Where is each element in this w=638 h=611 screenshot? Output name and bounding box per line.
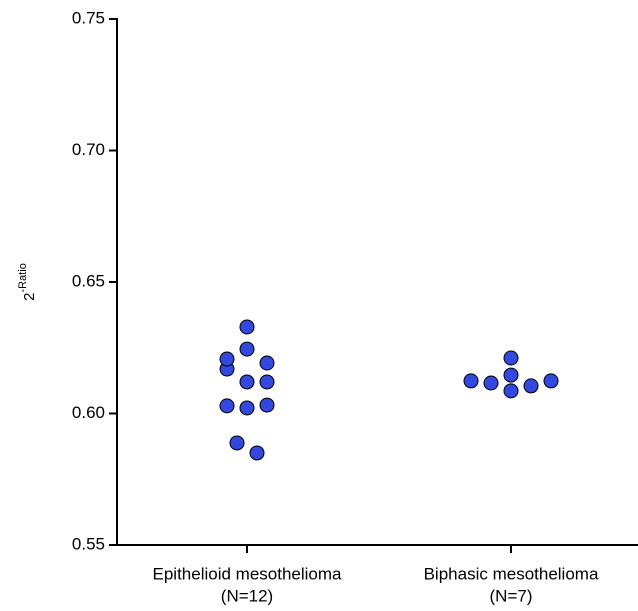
data-point	[463, 373, 479, 389]
data-point	[239, 341, 255, 357]
data-point	[503, 383, 519, 399]
y-tick-label: 0.60	[72, 403, 105, 422]
data-point	[259, 397, 275, 413]
data-point	[229, 435, 245, 451]
data-point	[503, 350, 519, 366]
x-tick-label: Biphasic mesothelioma	[424, 564, 599, 583]
data-point	[543, 373, 559, 389]
data-point	[483, 375, 499, 391]
data-point	[259, 355, 275, 371]
y-axis-label: 2-Ratio	[17, 263, 38, 301]
y-label-superscript: -Ratio	[17, 263, 29, 292]
y-tick-label: 0.55	[72, 534, 105, 553]
data-point	[239, 319, 255, 335]
data-point	[503, 367, 519, 383]
x-tick-note: (N=12)	[221, 586, 273, 605]
data-point	[239, 374, 255, 390]
data-point	[249, 445, 265, 461]
data-point	[219, 398, 235, 414]
data-point	[219, 351, 235, 367]
y-tick-label: 0.70	[72, 140, 105, 159]
x-tick-note: (N=7)	[490, 586, 533, 605]
data-point	[239, 400, 255, 416]
y-label-base: 2	[21, 293, 38, 301]
y-tick-label: 0.75	[72, 8, 105, 27]
y-tick-label: 0.65	[72, 271, 105, 290]
data-point	[523, 378, 539, 394]
x-tick-label: Epithelioid mesothelioma	[153, 564, 343, 583]
data-point	[259, 374, 275, 390]
